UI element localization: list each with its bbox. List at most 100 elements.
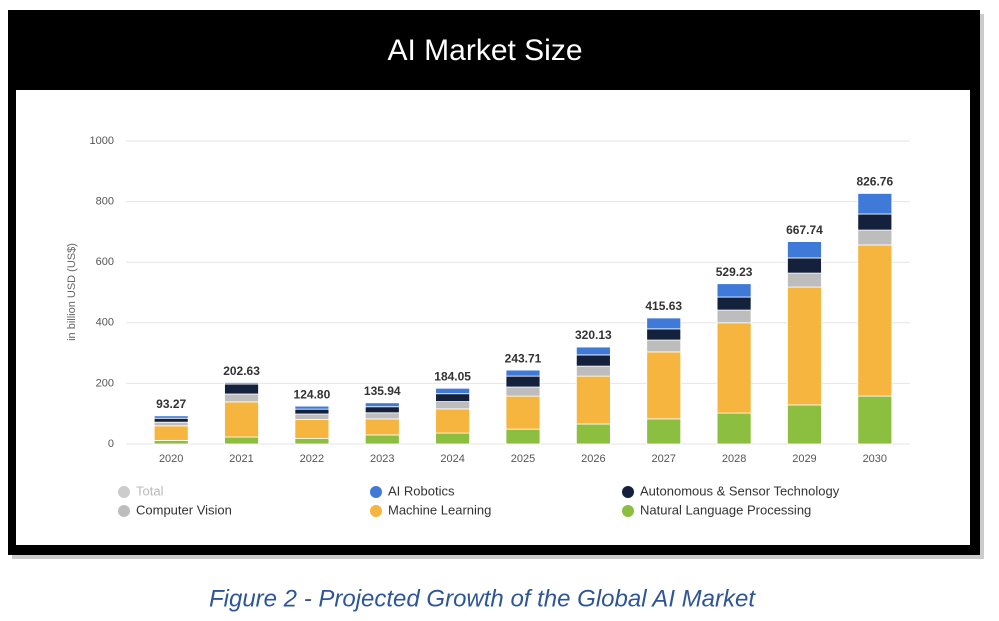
total-label: 320.13: [575, 328, 612, 342]
bar-segment: [787, 286, 822, 406]
bar-segment: [364, 402, 400, 408]
bar-segment: [716, 296, 752, 311]
total-label: 184.05: [434, 369, 471, 383]
legend-label: Total: [136, 483, 164, 498]
bar-segment: [435, 408, 471, 434]
legend-marker: [370, 486, 382, 498]
bar-segment: [787, 272, 822, 288]
legend-marker: [370, 505, 382, 517]
total-label: 135.94: [364, 384, 401, 398]
bar-segment: [857, 193, 893, 215]
bar-segment: [153, 439, 189, 445]
bar-segment: [857, 244, 893, 397]
bar-segment: [787, 404, 822, 445]
x-tick-label: 2022: [300, 453, 324, 465]
bar-segment: [294, 438, 330, 445]
bar-segment: [716, 322, 752, 414]
bar-segment: [716, 283, 752, 298]
y-tick-label: 800: [96, 196, 114, 208]
total-label: 529.23: [716, 265, 753, 279]
x-tick-label: 2025: [511, 453, 535, 465]
total-label: 93.27: [156, 397, 186, 411]
bar-segment: [224, 383, 259, 395]
bar-segment: [646, 339, 682, 353]
bar-segment: [505, 395, 541, 430]
bar-segment: [435, 387, 471, 395]
bar-segment: [364, 412, 400, 420]
bar-segment: [505, 386, 541, 397]
total-label: 826.76: [856, 175, 893, 189]
total-label: 415.63: [645, 299, 682, 313]
y-axis-label: in billion USD (US$): [66, 243, 78, 341]
bar-segment: [575, 423, 611, 445]
bar-segment: [294, 413, 330, 420]
bar-segment: [575, 346, 611, 356]
bar-segment: [505, 369, 541, 377]
bar-segment: [364, 418, 400, 436]
y-tick-label: 400: [96, 317, 114, 329]
bar-segment: [294, 405, 330, 410]
legend-marker: [622, 486, 634, 498]
x-tick-label: 2027: [651, 453, 675, 465]
y-tick-label: 600: [96, 256, 114, 268]
bar-segment: [505, 428, 541, 445]
x-tick-label: 2029: [792, 453, 816, 465]
legend-label: AI Robotics: [388, 483, 455, 498]
total-label: 243.71: [505, 351, 542, 365]
legend-marker: [118, 505, 130, 517]
x-tick-label: 2024: [440, 453, 464, 465]
bar-segment: [857, 213, 893, 231]
legend-marker: [622, 505, 634, 517]
legend-label: Machine Learning: [388, 502, 491, 517]
bar-segment: [716, 309, 752, 324]
bar-segment: [364, 434, 400, 445]
total-label: 202.63: [223, 364, 260, 378]
bar-segment: [224, 382, 259, 385]
bar-segment: [224, 401, 259, 438]
bar-segment: [787, 257, 822, 274]
bar-segment: [857, 229, 893, 246]
bar-segment: [153, 425, 189, 441]
caption: Figure 2 - Projected Growth of the Globa…: [209, 585, 756, 612]
bar-segment: [435, 401, 471, 410]
x-tick-label: 2026: [581, 453, 605, 465]
bar-segment: [224, 393, 259, 403]
y-tick-label: 0: [108, 438, 114, 450]
bar-segment: [364, 406, 400, 414]
total-label: 667.74: [786, 223, 823, 237]
legend-marker: [118, 486, 130, 498]
bar-segment: [575, 354, 611, 367]
chart-area: [16, 90, 970, 545]
bar-segment: [575, 375, 611, 425]
y-tick-label: 1000: [90, 135, 114, 147]
legend-label: Autonomous & Sensor Technology: [640, 483, 840, 498]
bar-segment: [787, 241, 822, 259]
bar-segment: [505, 375, 541, 388]
bar-segment: [646, 351, 682, 420]
bar-segment: [153, 417, 189, 423]
y-tick-label: 200: [96, 377, 114, 389]
bar-segment: [435, 393, 471, 402]
bar-segment: [646, 328, 682, 341]
bar-segment: [294, 408, 330, 415]
bar-segment: [224, 436, 259, 445]
bar-segment: [716, 412, 752, 445]
x-tick-label: 2023: [370, 453, 394, 465]
bar-segment: [857, 395, 893, 445]
bar-segment: [294, 419, 330, 439]
bar-segment: [646, 317, 682, 330]
bar-segment: [646, 418, 682, 445]
x-tick-label: 2020: [159, 453, 183, 465]
x-tick-label: 2021: [229, 453, 253, 465]
legend-label: Computer Vision: [136, 502, 232, 517]
bar-segment: [435, 432, 471, 445]
x-tick-label: 2030: [863, 453, 887, 465]
x-tick-label: 2028: [722, 453, 746, 465]
total-label: 124.80: [294, 387, 331, 401]
chart-title: AI Market Size: [387, 34, 582, 67]
bar-segment: [575, 365, 611, 377]
bar-segment: [153, 421, 189, 427]
legend-label: Natural Language Processing: [640, 502, 811, 517]
bar-segment: [153, 415, 189, 419]
